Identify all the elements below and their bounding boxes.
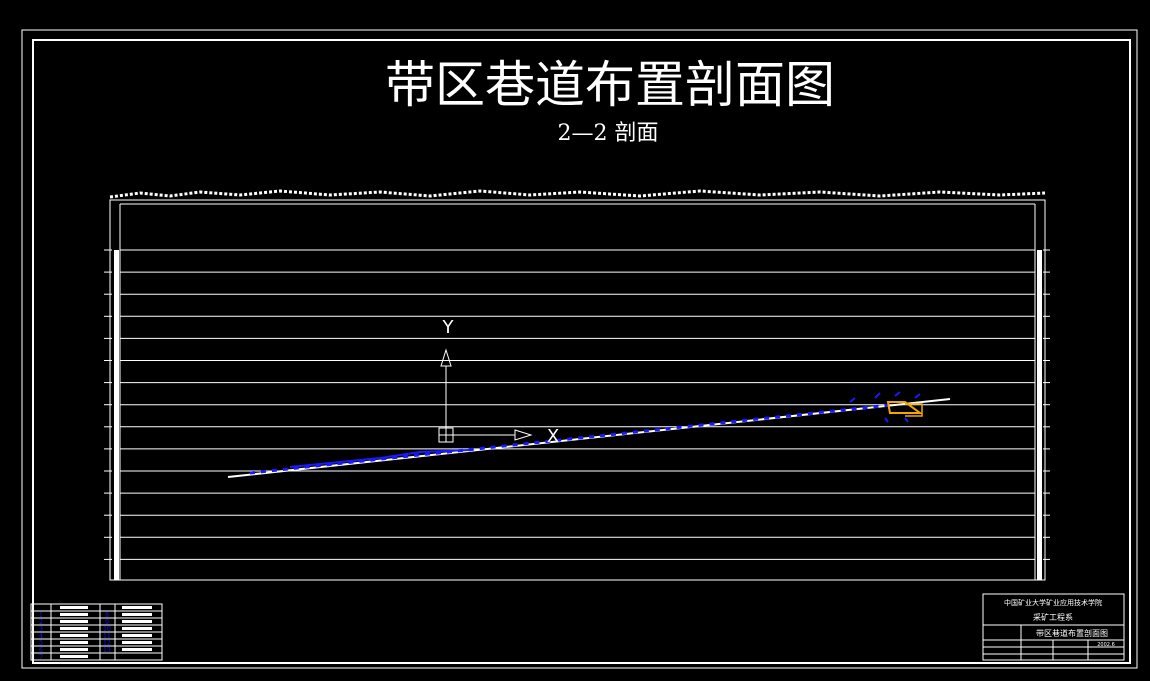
ground-surface bbox=[109, 189, 1046, 199]
strata-lines bbox=[104, 249, 1050, 580]
roadway-line bbox=[249, 403, 891, 475]
title-block-drawing-name: 带区巷道布置剖面图 bbox=[1036, 628, 1108, 638]
legend-number: 10 bbox=[103, 626, 111, 633]
section-box bbox=[109, 199, 1046, 581]
title-block: 中国矿业大学矿业应用技术学院 采矿工程系 带区巷道布置剖面图 2002.6 bbox=[982, 593, 1125, 661]
annotation-marks bbox=[849, 391, 921, 423]
legend-number: 3 bbox=[39, 626, 43, 633]
legend-number: 13 bbox=[103, 647, 111, 654]
ucs-y-label: Y bbox=[442, 317, 455, 338]
legend-number: 5 bbox=[39, 640, 43, 647]
legend-number: 11 bbox=[103, 633, 111, 640]
title-block-date: 2002.6 bbox=[1097, 642, 1115, 648]
ucs-icon: X Y bbox=[438, 317, 559, 447]
legend-number: 1 bbox=[39, 612, 43, 619]
title-block-department: 采矿工程系 bbox=[1033, 612, 1073, 622]
section-frame bbox=[104, 189, 1050, 581]
legend-number: 8 bbox=[105, 612, 109, 619]
inner-border bbox=[32, 39, 1131, 664]
coal-seam bbox=[227, 391, 951, 478]
roadway-line-lower bbox=[289, 449, 471, 468]
drawing-subtitle: 2—2 剖面 bbox=[558, 121, 659, 146]
ucs-x-label: X bbox=[547, 426, 559, 447]
outer-border bbox=[21, 29, 1138, 669]
title-block-school: 中国矿业大学矿业应用技术学院 bbox=[1004, 598, 1102, 607]
legend-number: 4 bbox=[39, 633, 43, 640]
legend-number: 12 bbox=[103, 640, 111, 647]
legend-number: 9 bbox=[105, 619, 109, 626]
equipment bbox=[886, 401, 924, 417]
legend-number: 2 bbox=[39, 619, 43, 626]
legend-number: 7 bbox=[39, 654, 43, 661]
legend-number: 6 bbox=[39, 647, 43, 654]
drawing-title: 带区巷道布置剖面图 bbox=[385, 56, 835, 114]
